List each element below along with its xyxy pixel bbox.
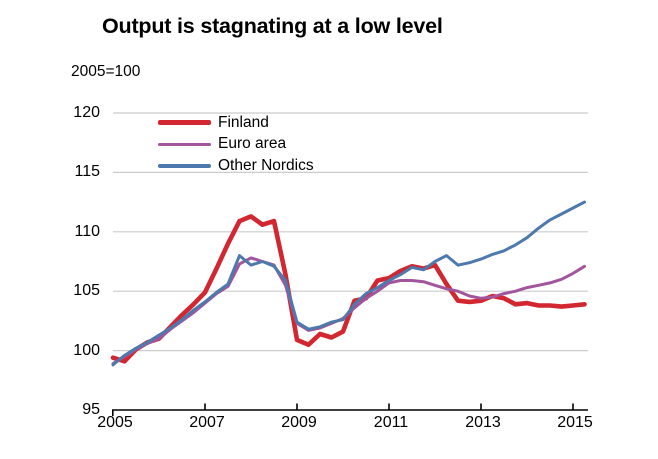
y-tick-label: 105 xyxy=(73,282,100,300)
x-tick-label: 2005 xyxy=(97,414,133,431)
finland-line-swatch xyxy=(158,120,211,126)
legend-item-other-nordics: Other Nordics xyxy=(158,155,314,177)
legend-item-euro-area: Euro area xyxy=(158,134,314,156)
x-tick-label: 2015 xyxy=(557,414,593,431)
legend-item-finland: Finland xyxy=(158,112,314,134)
legend-label-other-nordics: Other Nordics xyxy=(218,156,314,174)
y-tick-label: 120 xyxy=(73,104,100,121)
unit-label: 2005=100 xyxy=(71,63,141,80)
legend-label-finland: Finland xyxy=(218,113,269,131)
x-tick-label: 2007 xyxy=(189,414,225,431)
x-tick-label: 2011 xyxy=(373,414,409,431)
x-tick-label: 2013 xyxy=(465,414,501,431)
legend-label-euro-area: Euro area xyxy=(218,135,287,153)
euro-area-line-swatch xyxy=(158,142,211,146)
y-tick-label: 100 xyxy=(73,341,100,359)
series-line-other-nordics xyxy=(111,200,586,367)
legend: Finland Euro area Other Nordics xyxy=(158,112,314,177)
series-line-finland xyxy=(110,214,587,364)
y-tick-label: 115 xyxy=(74,163,100,181)
y-tick-label: 95 xyxy=(82,401,100,418)
y-tick-label: 110 xyxy=(74,222,100,240)
x-tick-label: 2009 xyxy=(281,414,317,431)
chart-title: Output is stagnating at a low level xyxy=(102,14,443,38)
other-nordics-line-swatch xyxy=(158,164,211,168)
